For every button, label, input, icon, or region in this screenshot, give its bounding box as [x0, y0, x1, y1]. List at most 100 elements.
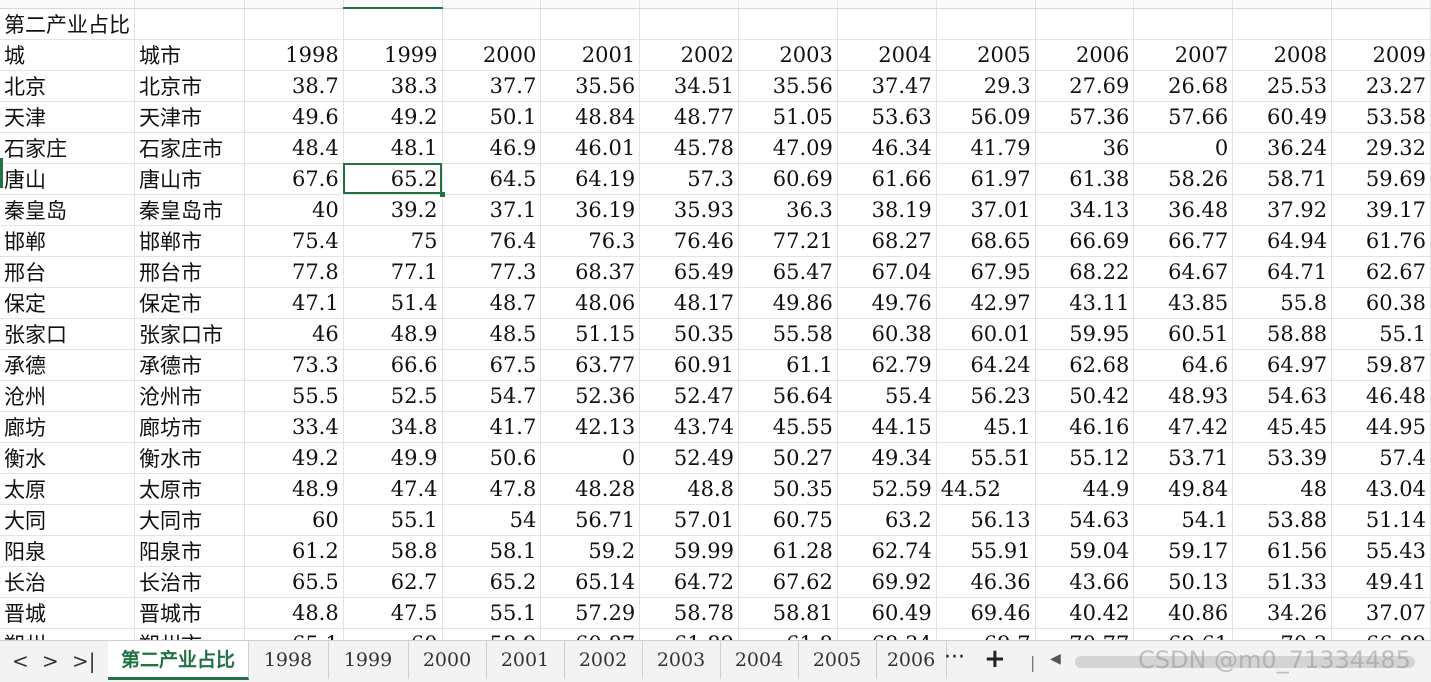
value-cell[interactable]: 38.3	[343, 70, 443, 102]
value-cell[interactable]: 61.28	[738, 535, 838, 567]
value-cell[interactable]: 67.62	[738, 566, 838, 598]
value-cell[interactable]: 26.68	[1133, 70, 1234, 102]
value-cell[interactable]: 50.42	[1035, 380, 1135, 412]
value-cell[interactable]: 46	[244, 318, 344, 350]
value-cell[interactable]: 49.34	[837, 442, 937, 474]
city-short-cell[interactable]: 朔州	[0, 628, 135, 640]
value-cell[interactable]: 58.8	[343, 535, 443, 567]
value-cell[interactable]: 76.3	[540, 225, 641, 257]
value-cell[interactable]: 58.9	[442, 628, 542, 640]
value-cell[interactable]: 59.17	[1133, 535, 1234, 567]
value-cell[interactable]: 38.7	[244, 70, 344, 102]
value-cell[interactable]: 77.3	[442, 256, 542, 288]
value-cell[interactable]: 65.47	[738, 256, 838, 288]
value-cell[interactable]: 42.97	[936, 287, 1036, 319]
value-cell[interactable]: 59.69	[1331, 163, 1431, 195]
column-letter-header[interactable]	[1331, 0, 1431, 9]
empty-cell[interactable]	[540, 8, 641, 40]
value-cell[interactable]: 68.37	[540, 256, 641, 288]
value-cell[interactable]: 61.66	[837, 163, 937, 195]
value-cell[interactable]: 37.92	[1232, 194, 1333, 226]
value-cell[interactable]: 55.1	[442, 597, 542, 629]
value-cell[interactable]: 48.8	[244, 597, 344, 629]
value-cell[interactable]: 36.24	[1232, 132, 1333, 164]
value-cell[interactable]: 37.7	[442, 70, 542, 102]
column-header-cell[interactable]: 2000	[442, 39, 542, 71]
value-cell[interactable]: 70.3	[1232, 628, 1333, 640]
value-cell[interactable]: 50.35	[738, 473, 838, 505]
value-cell[interactable]: 61.89	[639, 628, 740, 640]
value-cell[interactable]: 52.49	[639, 442, 740, 474]
value-cell[interactable]: 34.51	[639, 70, 740, 102]
sheet-tab[interactable]: 2002	[564, 641, 643, 679]
column-letter-header[interactable]	[134, 0, 245, 9]
city-name-cell[interactable]: 邢台市	[134, 256, 245, 288]
city-short-cell[interactable]: 张家口	[0, 318, 135, 350]
value-cell[interactable]: 55.4	[837, 380, 937, 412]
value-cell[interactable]: 48.7	[442, 287, 542, 319]
value-cell[interactable]: 61.38	[1035, 163, 1135, 195]
value-cell[interactable]: 53.39	[1232, 442, 1333, 474]
value-cell[interactable]: 75.4	[244, 225, 344, 257]
value-cell[interactable]: 34.8	[343, 411, 443, 443]
value-cell[interactable]: 68.27	[837, 225, 937, 257]
value-cell[interactable]: 64.67	[1133, 256, 1234, 288]
value-cell[interactable]: 56.71	[540, 504, 641, 536]
city-short-cell[interactable]: 唐山	[0, 163, 135, 195]
value-cell[interactable]: 68.34	[837, 628, 937, 640]
value-cell[interactable]: 48.8	[639, 473, 740, 505]
value-cell[interactable]: 73.3	[244, 349, 344, 381]
value-cell[interactable]: 48.4	[244, 132, 344, 164]
column-header-cell[interactable]: 城	[0, 39, 135, 71]
prev-sheet-icon[interactable]: <	[12, 649, 29, 673]
value-cell[interactable]: 57.29	[540, 597, 641, 629]
value-cell[interactable]: 67.04	[837, 256, 937, 288]
value-cell[interactable]: 55.1	[1331, 318, 1431, 350]
value-cell[interactable]: 45.45	[1232, 411, 1333, 443]
sheet-tab[interactable]: 2001	[486, 641, 565, 679]
city-short-cell[interactable]: 石家庄	[0, 132, 135, 164]
value-cell[interactable]: 29.3	[936, 70, 1036, 102]
value-cell[interactable]: 39.2	[343, 194, 443, 226]
value-cell[interactable]: 61.76	[1331, 225, 1431, 257]
empty-cell[interactable]	[936, 8, 1036, 40]
value-cell[interactable]: 37.47	[837, 70, 937, 102]
value-cell[interactable]: 49.9	[343, 442, 443, 474]
value-cell[interactable]: 62.67	[1331, 256, 1431, 288]
value-cell[interactable]: 75	[343, 225, 443, 257]
city-name-cell[interactable]: 北京市	[134, 70, 245, 102]
city-short-cell[interactable]: 保定	[0, 287, 135, 319]
next-sheet-icon[interactable]: >	[42, 649, 59, 673]
city-name-cell[interactable]: 石家庄市	[134, 132, 245, 164]
value-cell[interactable]: 68.65	[936, 225, 1036, 257]
value-cell[interactable]: 53.71	[1133, 442, 1234, 474]
value-cell[interactable]: 77.1	[343, 256, 443, 288]
value-cell[interactable]: 60.87	[540, 628, 641, 640]
value-cell[interactable]: 42.13	[540, 411, 641, 443]
value-cell[interactable]: 65.1	[244, 628, 344, 640]
city-short-cell[interactable]: 大同	[0, 504, 135, 536]
empty-cell[interactable]	[639, 8, 740, 40]
value-cell[interactable]: 66.69	[1035, 225, 1135, 257]
value-cell[interactable]: 44.95	[1331, 411, 1431, 443]
value-cell[interactable]: 40	[244, 194, 344, 226]
city-short-cell[interactable]: 承德	[0, 349, 135, 381]
value-cell[interactable]: 25.53	[1232, 70, 1333, 102]
value-cell[interactable]: 47.5	[343, 597, 443, 629]
sheet-tab[interactable]: 1998	[248, 641, 329, 679]
value-cell[interactable]: 41.7	[442, 411, 542, 443]
value-cell[interactable]: 77.8	[244, 256, 344, 288]
value-cell[interactable]: 47.8	[442, 473, 542, 505]
sheet-tab[interactable]: 2006	[876, 641, 947, 679]
column-letter-header[interactable]	[343, 0, 443, 9]
value-cell[interactable]: 45.1	[936, 411, 1036, 443]
value-cell[interactable]: 47.09	[738, 132, 838, 164]
city-name-cell[interactable]: 晋城市	[134, 597, 245, 629]
column-letter-header[interactable]	[639, 0, 740, 9]
value-cell[interactable]: 76.46	[639, 225, 740, 257]
empty-cell[interactable]	[134, 8, 245, 40]
value-cell[interactable]: 36.48	[1133, 194, 1234, 226]
value-cell[interactable]: 65.14	[540, 566, 641, 598]
value-cell[interactable]: 59.99	[639, 535, 740, 567]
empty-cell[interactable]	[1232, 8, 1333, 40]
